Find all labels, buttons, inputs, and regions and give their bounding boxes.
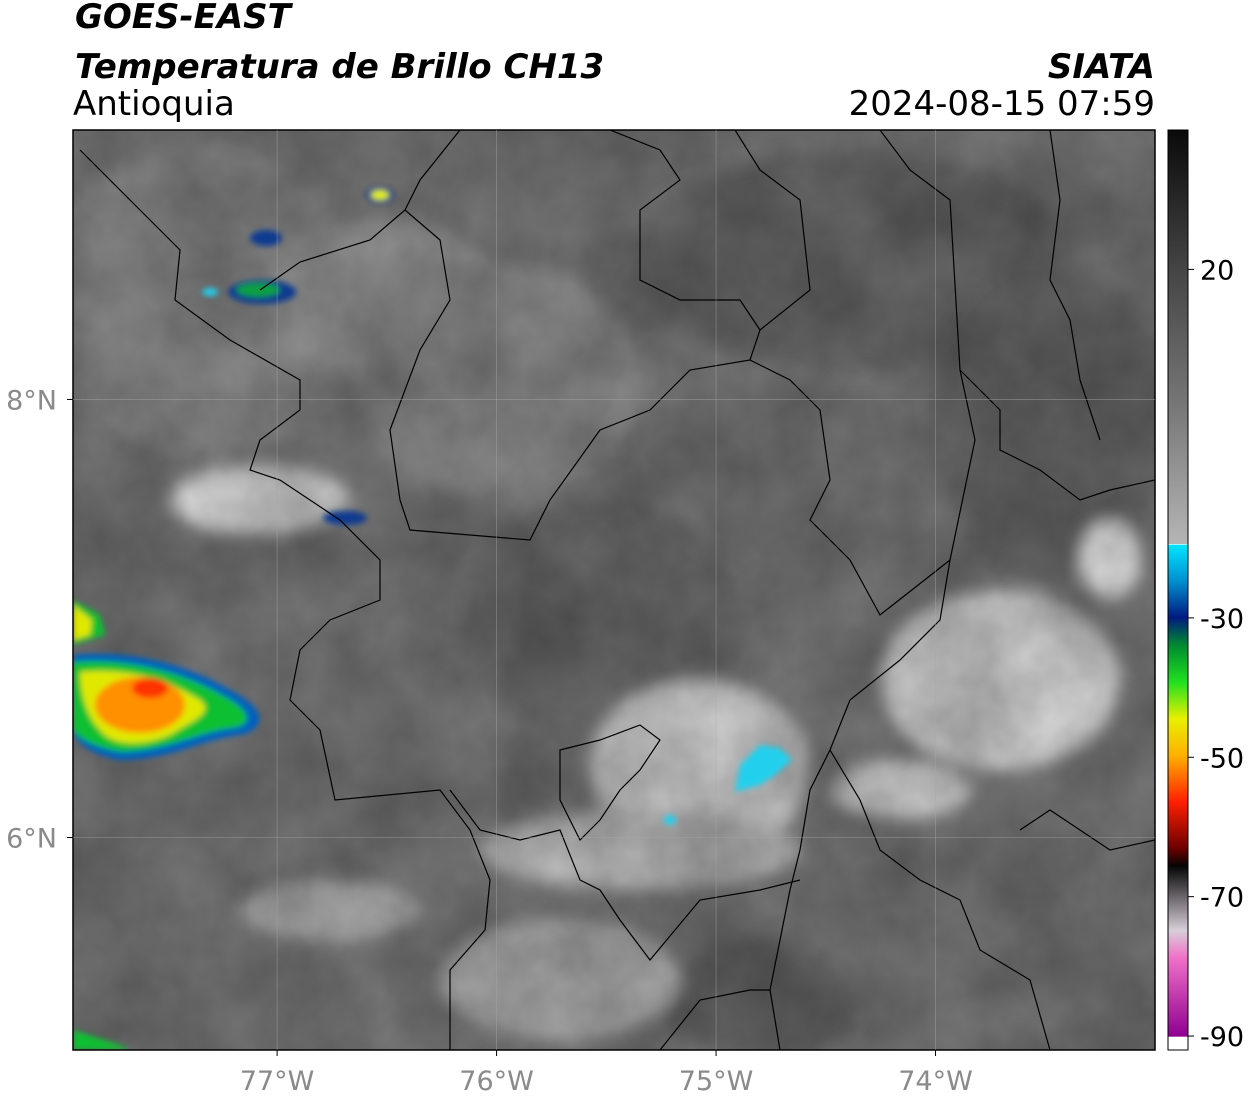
colorbar-tick-label: -30 xyxy=(1200,604,1244,635)
colorbar xyxy=(1167,129,1189,1051)
colorbar-tick-label: -50 xyxy=(1200,743,1244,774)
datetime: 2024-08-15 07:59 xyxy=(849,84,1155,124)
lat-tick-label: 8°N xyxy=(6,385,57,416)
lon-tick-label: 75°W xyxy=(679,1066,754,1097)
lon-tick-label: 74°W xyxy=(898,1066,973,1097)
title: GOES-EAST xyxy=(75,0,294,37)
satellite-image xyxy=(73,130,1155,1050)
lat-tick-label: 6°N xyxy=(6,824,57,855)
lon-tick-label: 76°W xyxy=(459,1066,534,1097)
region: Antioquia xyxy=(73,84,235,124)
map-frame xyxy=(72,129,1156,1051)
colorbar-tick-label: -70 xyxy=(1200,883,1244,914)
lon-tick-label: 77°W xyxy=(240,1066,315,1097)
source: SIATA xyxy=(1048,47,1155,87)
subtitle: Temperatura de Brillo CH13 xyxy=(75,47,604,87)
colorbar-tick-label: -90 xyxy=(1200,1022,1244,1053)
colorbar-tick-label: 20 xyxy=(1200,255,1234,286)
